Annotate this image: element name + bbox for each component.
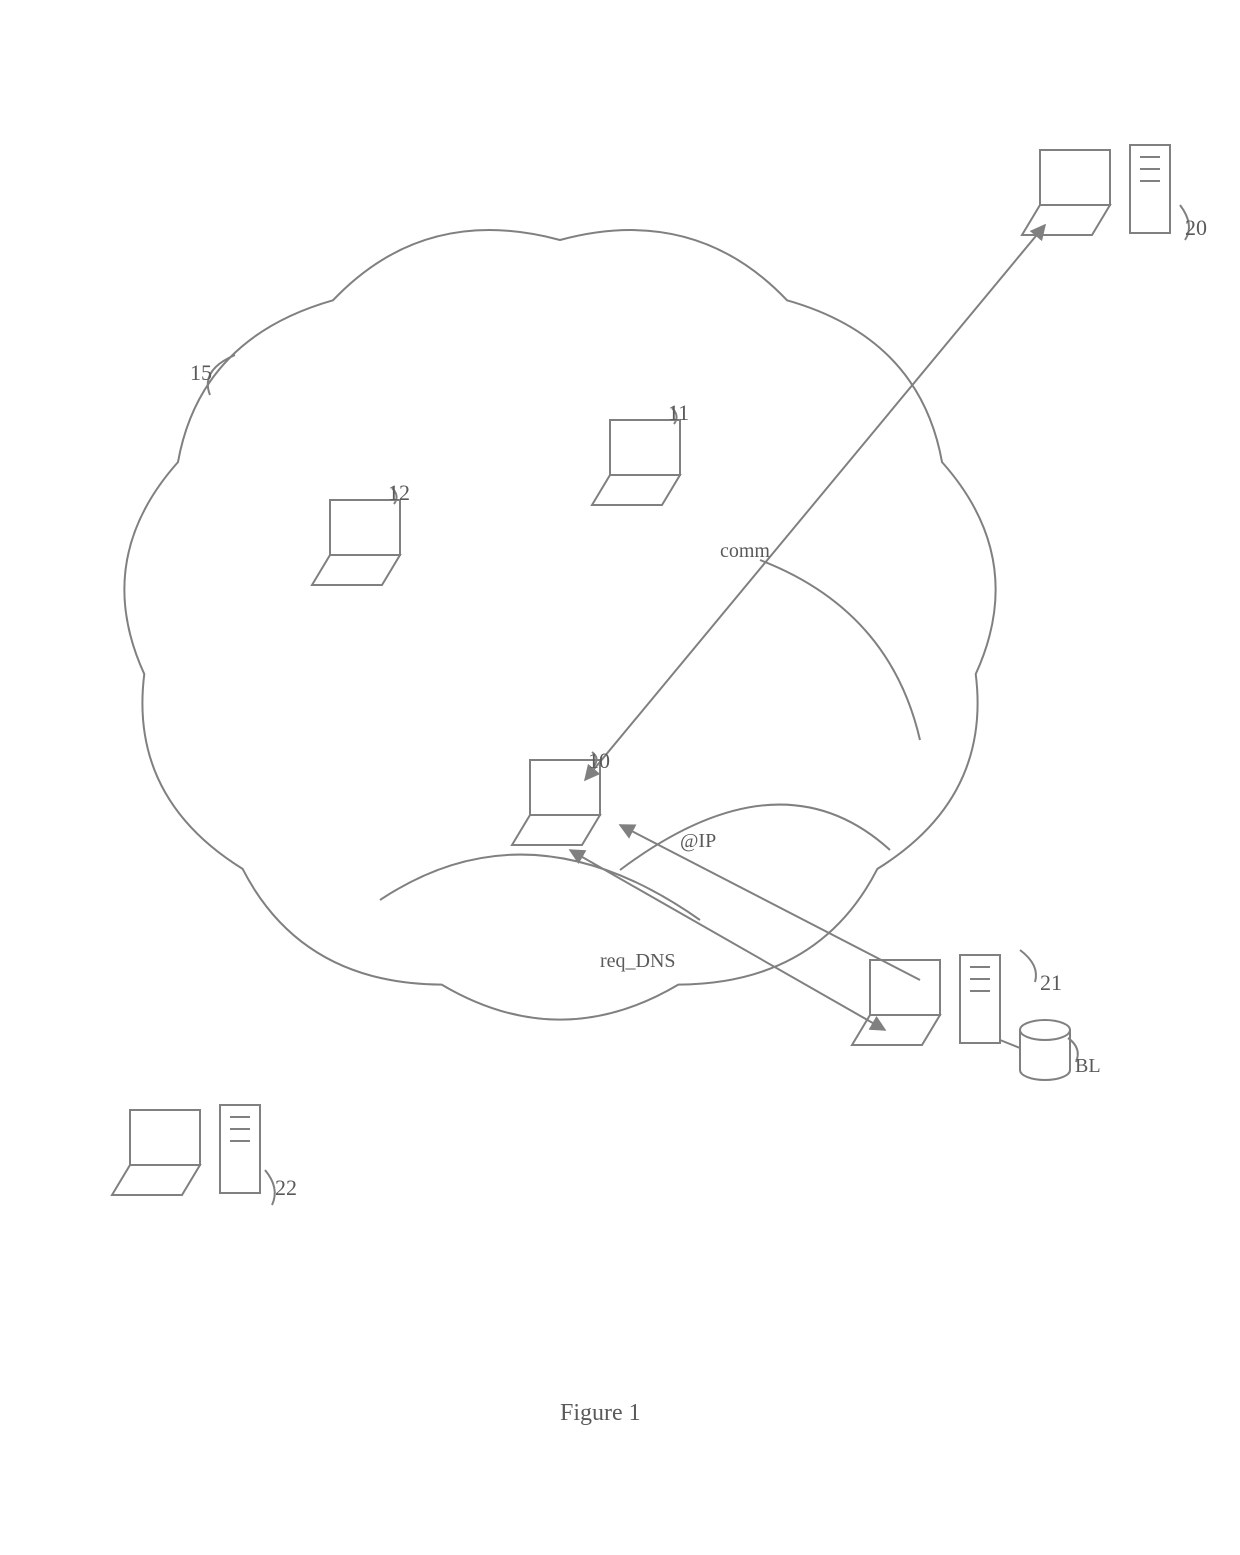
ref-15: 15 [190,360,212,386]
figure-svg [0,0,1240,1555]
ref-12: 12 [388,480,410,506]
ref-BL: BL [1075,1055,1101,1078]
figure-caption: Figure 1 [560,1400,641,1427]
ref-11: 11 [668,400,689,426]
ref-10: 10 [588,748,610,774]
edge-label-comm: comm [720,540,770,563]
figure-stage: 15 10 11 12 20 21 22 BL comm @IP req_DNS… [0,0,1240,1555]
ref-21: 21 [1040,970,1062,996]
edge-label-req: req_DNS [600,950,676,973]
ref-22: 22 [275,1175,297,1201]
ref-20: 20 [1185,215,1207,241]
edge-label-ip: @IP [680,830,716,853]
